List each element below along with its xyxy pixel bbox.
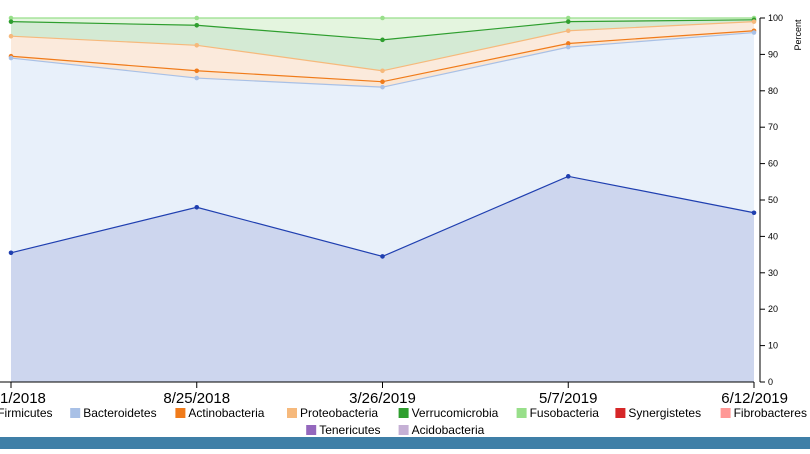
area-bacteroidetes [11, 32, 754, 257]
point-bacteroidetes [380, 84, 385, 90]
point-bacteroidetes [751, 30, 757, 35]
legend-swatch-synergistetes [615, 408, 626, 418]
legend-label-bacteroidetes: Bacteroidetes [83, 406, 156, 420]
y-tick-label: 90 [768, 49, 778, 59]
y-tick-label: 50 [768, 195, 778, 205]
y-tick-label: 40 [768, 231, 778, 241]
x-tick-label: 6/12/2019 [721, 390, 788, 407]
legend-swatch-fusobacteria [516, 408, 527, 418]
y-tick-label: 60 [768, 159, 778, 169]
point-proteobacteria [8, 33, 14, 39]
y-tick-label: 10 [768, 341, 778, 351]
point-actinobacteria [380, 79, 385, 84]
y-tick-label: 30 [768, 268, 778, 278]
point-proteobacteria [194, 43, 200, 48]
point-firmicutes [751, 210, 757, 216]
point-fusobacteria [380, 15, 385, 21]
point-verrucomicrobia [194, 22, 200, 28]
legend-label-proteobacteria: Proteobacteria [300, 406, 378, 420]
point-proteobacteria [751, 19, 757, 24]
point-proteobacteria [380, 68, 385, 74]
y-tick-label: 100 [768, 13, 783, 23]
x-tick-label: 1/2018 [0, 390, 46, 407]
legend-swatch-fibrobacteres [720, 408, 731, 418]
point-bacteroidetes [194, 75, 200, 81]
legend-swatch-verrucomicrobia [398, 408, 409, 418]
legend-swatch-proteobacteria [287, 408, 297, 418]
point-verrucomicrobia [8, 19, 14, 24]
point-firmicutes [565, 174, 571, 179]
point-firmicutes [194, 204, 200, 210]
x-tick-label: 8/25/2018 [163, 390, 230, 407]
x-tick-label: 5/7/2019 [539, 390, 597, 407]
area-proteobacteria [11, 21, 754, 82]
point-fusobacteria [565, 15, 571, 21]
point-fusobacteria [194, 15, 200, 21]
legend-label-fusobacteria: Fusobacteria [530, 406, 600, 420]
legend-label-verrucomicrobia: Verrucomicrobia [412, 406, 499, 420]
legend-label-synergistetes: Synergistetes [628, 406, 701, 420]
y-tick-label: 0 [768, 377, 773, 387]
bottom-bar [0, 437, 810, 449]
legend-label-acidobacteria: Acidobacteria [412, 423, 485, 437]
x-tick-label: 3/26/2019 [349, 390, 416, 407]
point-bacteroidetes [8, 55, 14, 61]
point-proteobacteria [565, 28, 571, 34]
legend-swatch-acidobacteria [398, 425, 409, 435]
legend-label-actinobacteria: Actinobacteria [188, 406, 264, 420]
point-actinobacteria [194, 68, 200, 74]
legend-label-fibrobacteres: Fibrobacteres [734, 406, 807, 420]
point-firmicutes [380, 254, 385, 259]
legend-swatch-actinobacteria [175, 408, 186, 418]
point-verrucomicrobia [380, 37, 385, 43]
legend-swatch-bacteroidetes [70, 408, 81, 418]
y-tick-label: 20 [768, 304, 778, 314]
legend-swatch-tenericutes [306, 425, 317, 435]
area-firmicutes [11, 176, 754, 382]
point-actinobacteria [565, 41, 571, 46]
legend-label-tenericutes: Tenericutes [319, 423, 380, 437]
point-verrucomicrobia [565, 19, 571, 24]
point-bacteroidetes [565, 44, 571, 50]
area-verrucomicrobia [11, 19, 754, 71]
y-axis-label: Percent [793, 19, 803, 51]
y-tick-label: 80 [768, 86, 778, 96]
point-fusobacteria [8, 15, 14, 21]
legend-label-firmicutes: Firmicutes [0, 406, 53, 420]
y-tick-label: 70 [768, 122, 778, 132]
point-firmicutes [8, 250, 14, 256]
